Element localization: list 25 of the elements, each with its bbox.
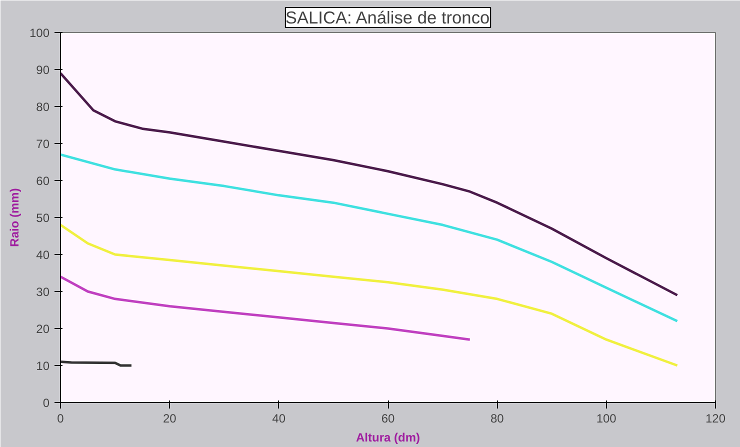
y-tick-label: 50	[36, 211, 50, 225]
line-series	[60, 275, 472, 341]
y-tick-label: 100	[29, 26, 50, 40]
y-axis-title: Raio (mm)	[7, 188, 22, 247]
line-series	[60, 153, 679, 322]
x-tick-label: 100	[596, 412, 617, 426]
x-tick-label: 20	[162, 412, 177, 426]
x-axis-title: Altura (dm)	[356, 430, 420, 444]
y-tick-label: 30	[36, 285, 50, 299]
y-tick-label: 60	[36, 174, 50, 188]
y-tick-label: 0	[42, 396, 50, 410]
x-tick-label: 40	[272, 412, 286, 426]
x-tick-label: 80	[490, 412, 504, 426]
line-series	[60, 72, 679, 296]
x-tick-label: 120	[705, 412, 726, 426]
y-tick-label: 80	[36, 100, 50, 114]
x-tick-label: 0	[57, 412, 64, 426]
y-tick-label: 20	[36, 322, 50, 336]
chart-title: SALICA: Análise de tronco	[285, 8, 490, 28]
y-tick-label: 10	[36, 359, 50, 373]
y-tick-label: 90	[36, 63, 50, 77]
y-tick-label: 40	[36, 248, 50, 262]
x-tick-label: 60	[381, 412, 395, 426]
y-tick-label: 70	[36, 137, 50, 151]
line-series	[60, 224, 679, 367]
